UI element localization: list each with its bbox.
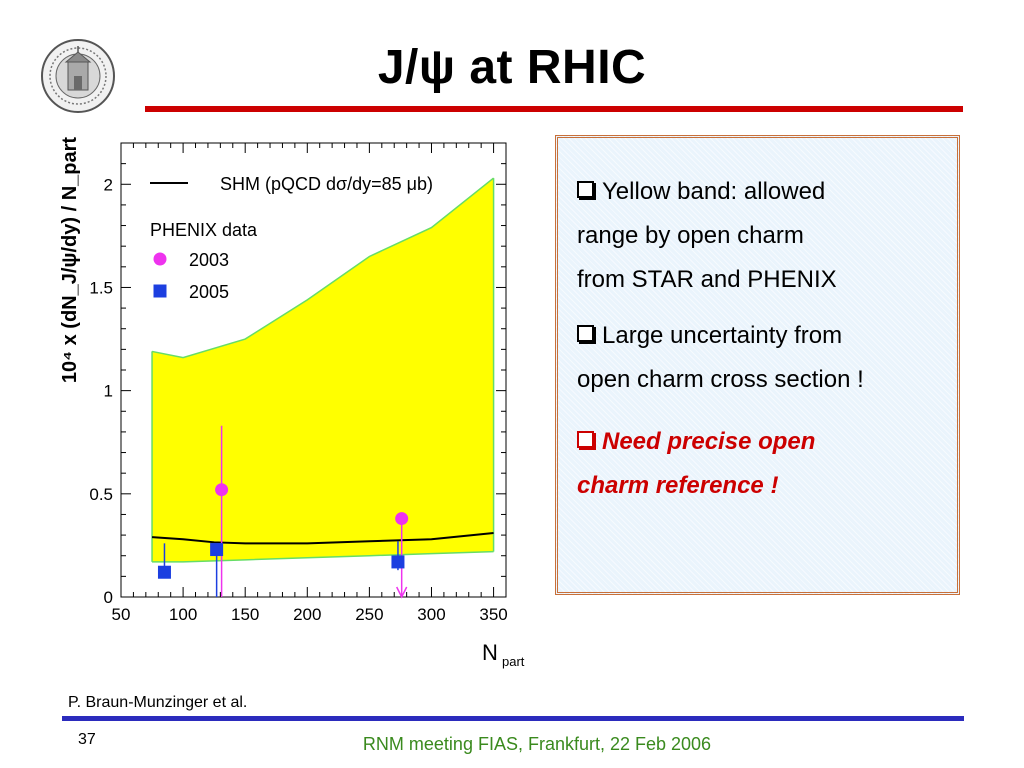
university-seal-icon xyxy=(41,39,115,113)
y-tick-label: 2 xyxy=(104,175,113,194)
slide-title: J/ψ at RHIC xyxy=(377,41,647,94)
x-tick-label: 350 xyxy=(479,605,507,624)
x-axis-label: N xyxy=(482,640,498,665)
bullet-need-reference: Need precise open charm reference ! xyxy=(577,420,815,508)
page-number: 37 xyxy=(78,731,96,748)
checkbox-bullet-icon xyxy=(577,181,594,198)
bullet-line: from STAR and PHENIX xyxy=(577,266,837,293)
title-rule xyxy=(145,106,963,112)
data-point-2003 xyxy=(395,512,409,526)
band-lower-edge xyxy=(152,550,494,563)
legend-marker-2003 xyxy=(153,252,167,266)
x-tick-label: 300 xyxy=(417,605,445,624)
legend-label-2003: 2003 xyxy=(189,250,229,270)
credit: P. Braun-Munzinger et al. xyxy=(68,694,248,711)
bullet-line: Yellow band: allowed xyxy=(602,178,826,205)
y-tick-label: 1.5 xyxy=(89,278,113,297)
bullet-line: open charm cross section ! xyxy=(577,366,864,393)
footer-rule xyxy=(62,716,964,721)
x-tick-label: 250 xyxy=(355,605,383,624)
checkbox-bullet-icon xyxy=(577,431,594,448)
legend-label-2005: 2005 xyxy=(189,282,229,302)
shm-model-curve xyxy=(151,532,494,545)
bullet-line: Need precise open xyxy=(602,428,816,455)
bullet-line: charm reference ! xyxy=(577,472,779,499)
x-tick-label: 50 xyxy=(112,605,131,624)
data-point-2003 xyxy=(215,483,229,497)
checkbox-bullet-icon xyxy=(577,325,594,342)
x-tick-label: 150 xyxy=(231,605,259,624)
footer-text: RNM meeting FIAS, Frankfurt, 22 Feb 2006 xyxy=(362,734,712,754)
data-point-2005 xyxy=(391,555,405,569)
bullet-line: Large uncertainty from xyxy=(602,322,843,349)
info-box: Yellow band: allowed range by open charm… xyxy=(555,135,960,595)
upper-limit-arrow xyxy=(396,586,408,599)
y-axis-label: 10⁴ x (dN_J/ψ/dy) / N_part xyxy=(59,137,81,383)
band-upper-edge xyxy=(151,177,495,359)
y-tick-label: 1 xyxy=(104,382,113,401)
legend-model-label: SHM (pQCD dσ/dy=85 μb) xyxy=(220,174,433,194)
bullet-large-uncertainty: Large uncertainty from open charm cross … xyxy=(577,314,864,402)
x-tick-label: 100 xyxy=(169,605,197,624)
bullet-line: range by open charm xyxy=(577,222,804,249)
data-point-2005 xyxy=(210,543,224,557)
bullet-yellow-band: Yellow band: allowed range by open charm… xyxy=(577,170,837,302)
data-point-2005 xyxy=(157,565,171,579)
x-axis-label-subscript: part xyxy=(502,654,525,669)
y-tick-label: 0.5 xyxy=(89,485,113,504)
legend-marker-2005 xyxy=(153,284,167,298)
x-tick-label: 200 xyxy=(293,605,321,624)
allowed-band xyxy=(152,178,494,562)
legend-data-header: PHENIX data xyxy=(150,220,258,240)
y-tick-label: 0 xyxy=(104,588,113,607)
